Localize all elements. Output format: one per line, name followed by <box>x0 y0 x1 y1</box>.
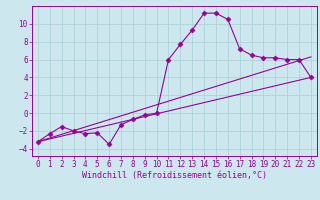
X-axis label: Windchill (Refroidissement éolien,°C): Windchill (Refroidissement éolien,°C) <box>82 171 267 180</box>
